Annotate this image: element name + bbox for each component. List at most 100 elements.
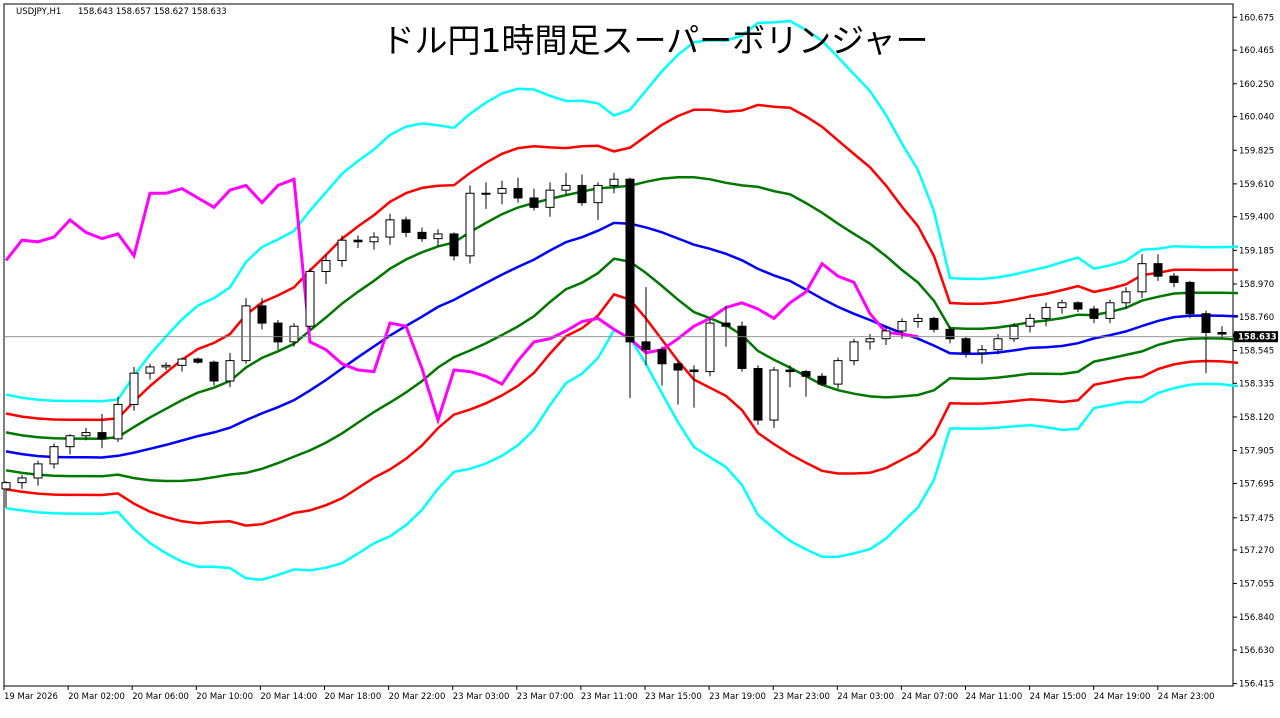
y-tick-label: 160.250 (1239, 80, 1274, 90)
candle-bear (929, 317, 939, 330)
y-tick-label: 156.630 (1239, 646, 1274, 656)
y-tick-label: 158.970 (1239, 280, 1274, 290)
plot-area (3, 3, 1234, 687)
candle-bear (1217, 331, 1227, 335)
candle-bear (577, 184, 587, 204)
x-tick-label: 23 Mar 15:00 (645, 692, 702, 702)
x-tick-label: 24 Mar 19:00 (1094, 692, 1151, 702)
band-minus1sigma (5, 257, 1239, 483)
candle-bear (401, 219, 411, 233)
candle-bull (241, 305, 251, 362)
candle-bear (1185, 281, 1195, 315)
candle-bull (1009, 325, 1019, 340)
candle-bull (1057, 302, 1067, 308)
symbol-label: USDJPY,H1 (16, 7, 61, 17)
x-tick-label: 20 Mar 18:00 (325, 692, 382, 702)
candle-bear (945, 328, 955, 340)
x-tick-label: 23 Mar 03:00 (453, 692, 510, 702)
candle-bear (689, 369, 699, 373)
candle-bull (1105, 302, 1115, 319)
candle-bull (545, 189, 555, 208)
candle-bear (529, 197, 539, 208)
candle-bull (1121, 291, 1131, 304)
candle-bull (145, 366, 155, 374)
candle-bull (849, 341, 859, 362)
y-tick-label: 160.675 (1239, 13, 1274, 23)
x-tick-label: 24 Mar 07:00 (901, 692, 958, 702)
candle-bull (977, 349, 987, 354)
candle-bull (369, 236, 379, 243)
x-tick-label: 20 Mar 10:00 (196, 692, 253, 702)
x-tick-label: 19 Mar 2026 (4, 692, 58, 702)
candle-bear (1169, 275, 1179, 283)
band-plus2sigma (5, 103, 1238, 422)
y-tick-label: 157.905 (1239, 447, 1274, 457)
candle-bear (673, 363, 683, 371)
y-tick-label: 160.040 (1239, 113, 1274, 123)
candle-bull (833, 360, 843, 385)
candle-bull (289, 325, 299, 343)
candle-bear (353, 239, 363, 243)
candle-bear (1073, 302, 1083, 310)
y-tick-label: 159.610 (1239, 180, 1274, 190)
x-tick-label: 23 Mar 11:00 (581, 692, 638, 702)
candle-bear (193, 358, 203, 363)
x-tick-label: 20 Mar 02:00 (68, 692, 125, 702)
candle-bull (129, 372, 139, 405)
candle-bull (177, 358, 187, 366)
candle-bull (1, 482, 11, 490)
chart-title: ドル円1時間足スーパーボリンジャー (381, 21, 928, 60)
candle-bull (481, 192, 491, 195)
candle-bull (321, 260, 331, 272)
candle-bear (625, 178, 635, 343)
x-tick-label: 24 Mar 23:00 (1158, 692, 1215, 702)
y-tick-label: 158.335 (1239, 379, 1274, 389)
x-tick-label: 20 Mar 14:00 (260, 692, 317, 702)
candle-bear (817, 375, 827, 385)
candle-bull (769, 369, 779, 421)
candle-bull (337, 239, 347, 262)
candle-bull (1041, 306, 1051, 319)
band-middle (5, 221, 1239, 459)
candle-bear (1089, 308, 1099, 319)
candle-bull (49, 446, 59, 465)
candle-bull (609, 178, 619, 186)
candle-bull (1137, 263, 1147, 293)
candle-bull (81, 432, 91, 437)
candle-bull (1025, 317, 1035, 327)
ohlc-readout: 158.643 158.657 158.627 158.633 (78, 7, 227, 17)
candle-bear (449, 233, 459, 257)
candle-bear (785, 369, 795, 373)
current-price-label: 158.633 (1238, 333, 1277, 343)
candle-bear (273, 322, 283, 343)
candle-bear (513, 188, 523, 199)
candle-bull (865, 338, 875, 343)
candle-bull (113, 403, 123, 440)
candle-bull (33, 463, 43, 479)
candle-bull (913, 317, 923, 323)
candle-bull (225, 360, 235, 382)
x-tick-label: 23 Mar 19:00 (709, 692, 766, 702)
candle-bull (705, 322, 715, 373)
y-tick-label: 156.415 (1239, 680, 1274, 690)
y-tick-label: 157.475 (1239, 514, 1274, 524)
candle-bull (305, 270, 315, 327)
x-tick-label: 20 Mar 06:00 (132, 692, 189, 702)
x-tick-label: 20 Mar 22:00 (389, 692, 446, 702)
candle-bear (801, 371, 811, 377)
candle-bear (257, 305, 267, 324)
candle-bull (897, 321, 907, 332)
y-tick-label: 159.185 (1239, 246, 1274, 256)
y-tick-label: 158.760 (1239, 313, 1274, 323)
y-tick-label: 158.545 (1239, 346, 1274, 356)
y-tick-label: 157.695 (1239, 479, 1274, 489)
current-price-box (1234, 331, 1278, 343)
candle-bull (385, 219, 395, 238)
y-tick-label: 159.825 (1239, 146, 1274, 156)
band-plus3sigma (5, 19, 1239, 403)
x-tick-label: 24 Mar 03:00 (837, 692, 894, 702)
x-tick-label: 24 Mar 15:00 (1030, 692, 1087, 702)
band-minus2sigma (5, 292, 1239, 527)
candle-bear (961, 338, 971, 354)
